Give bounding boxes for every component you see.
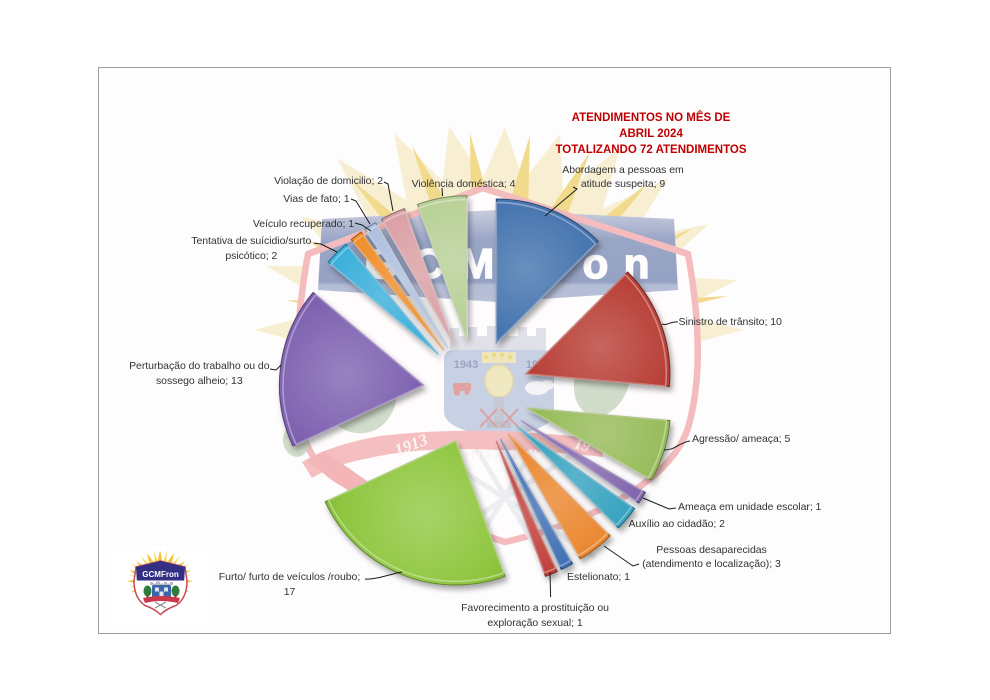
svg-text:GCMFron: GCMFron — [142, 570, 179, 579]
svg-text:1943: 1943 — [454, 359, 478, 371]
